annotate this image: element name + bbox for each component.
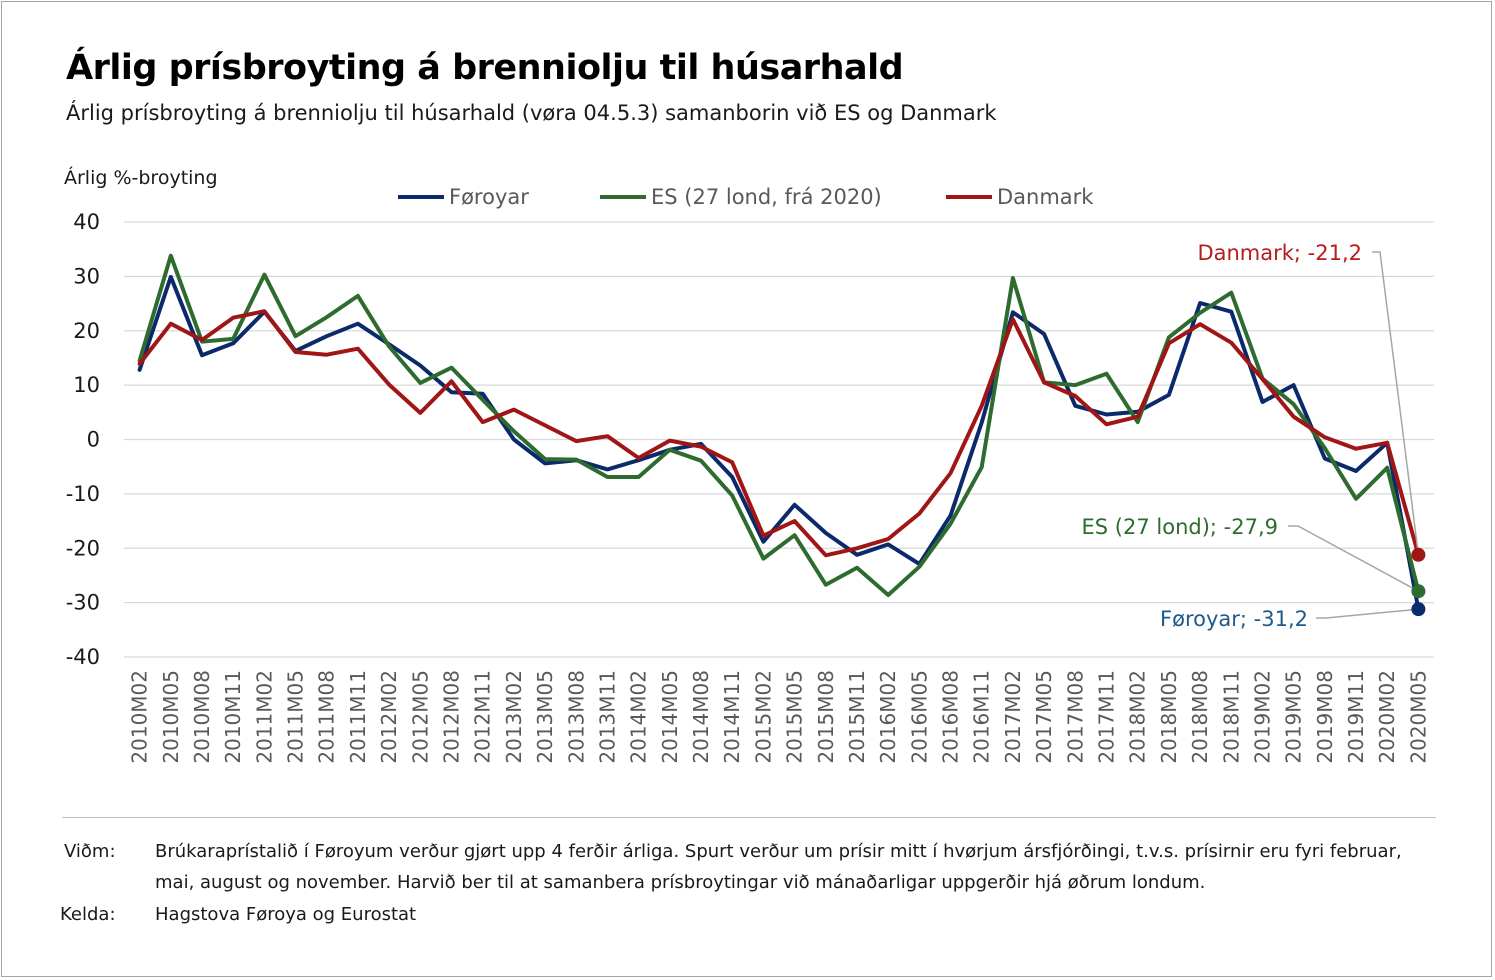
x-tick-label: 2017M08 — [1063, 670, 1087, 764]
annotation-label: ES (27 lond); -27,9 — [1082, 515, 1278, 539]
series-line — [137, 274, 1421, 612]
gridlines — [124, 221, 1434, 658]
x-tick-label: 2012M11 — [471, 670, 495, 764]
annotation-label: Danmark; -21,2 — [1197, 241, 1362, 265]
x-tick-label: 2017M05 — [1032, 670, 1056, 764]
source-label: Kelda: — [60, 904, 116, 925]
x-tick-label: 2011M05 — [284, 670, 308, 764]
x-tick-label: 2013M11 — [595, 670, 619, 764]
annotations: Danmark; -21,2 ES (27 lond); -27,9 Føroyar… — [1082, 241, 1426, 631]
source-text: Hagstova Føroya og Eurostat — [155, 904, 417, 925]
x-tick-label: 2010M02 — [128, 670, 152, 764]
x-tick-label: 2011M02 — [252, 670, 276, 764]
x-tick-label: 2015M02 — [751, 670, 775, 764]
y-axis-label: Árlig %-broyting — [64, 166, 218, 189]
series-line — [137, 253, 1421, 597]
end-point-marker — [1411, 584, 1426, 599]
x-tick-label: 2011M11 — [346, 670, 370, 764]
x-tick-label: 2020M02 — [1375, 670, 1399, 764]
x-tick-label: 2016M05 — [907, 670, 931, 764]
x-axis-ticks: 2010M02 2010M05 2010M08 2010M11 2011M02 2011M… — [128, 670, 1431, 764]
x-tick-label: 2019M02 — [1250, 670, 1274, 764]
y-tick-label: 10 — [73, 373, 100, 397]
annotation-leader — [1316, 608, 1419, 619]
x-tick-label: 2014M05 — [658, 670, 682, 764]
x-tick-label: 2012M08 — [440, 670, 464, 764]
legend: Føroyar ES (27 lond, frá 2020) Danmark — [398, 185, 1094, 209]
y-tick-label: 0 — [87, 428, 100, 452]
x-tick-label: 2016M11 — [970, 670, 994, 764]
chart-subtitle: Árlig prísbroyting á brenniolju til húsa… — [66, 101, 997, 125]
x-tick-label: 2017M11 — [1095, 670, 1119, 764]
annotation-label: Føroyar; -31,2 — [1160, 607, 1308, 631]
x-tick-label: 2013M08 — [564, 670, 588, 764]
annotation-leader — [1372, 251, 1420, 555]
chart-title: Árlig prísbroyting á brenniolju til húsa… — [66, 48, 904, 88]
series-lines — [137, 253, 1421, 612]
x-tick-label: 2018M08 — [1188, 670, 1212, 764]
y-tick-label: -10 — [66, 482, 100, 506]
end-point-marker — [1411, 547, 1426, 562]
footer-divider — [62, 817, 1436, 818]
x-tick-label: 2012M05 — [408, 670, 432, 764]
x-tick-label: 2015M11 — [845, 670, 869, 764]
x-tick-label: 2010M08 — [190, 670, 214, 764]
x-tick-label: 2018M02 — [1126, 670, 1150, 764]
note-label: Viðm: — [64, 841, 116, 862]
x-tick-label: 2019M11 — [1344, 670, 1368, 764]
x-tick-label: 2020M05 — [1406, 670, 1430, 764]
x-tick-label: 2016M08 — [939, 670, 963, 764]
legend-label: Danmark — [997, 185, 1094, 209]
legend-label: ES (27 lond, frá 2020) — [651, 185, 882, 209]
x-tick-label: 2014M11 — [720, 670, 744, 764]
x-tick-label: 2015M05 — [783, 670, 807, 764]
legend-label: Føroyar — [449, 185, 529, 209]
x-tick-label: 2014M02 — [627, 670, 651, 764]
x-tick-label: 2012M02 — [377, 670, 401, 764]
x-tick-label: 2017M02 — [1001, 670, 1025, 764]
x-tick-label: 2010M11 — [221, 670, 245, 764]
y-axis-ticks: -40 -30 -20 -10 0 10 20 30 40 — [66, 210, 100, 669]
x-tick-label: 2013M05 — [533, 670, 557, 764]
note-text: Brúkaraprístalið í Føroyum verður gjørt … — [155, 841, 1402, 893]
y-tick-label: 20 — [73, 319, 100, 343]
y-tick-label: -30 — [66, 591, 100, 615]
x-tick-label: 2014M08 — [689, 670, 713, 764]
y-tick-label: 40 — [73, 210, 100, 234]
x-tick-label: 2018M11 — [1219, 670, 1243, 764]
end-point-marker — [1411, 602, 1426, 617]
y-tick-label: -40 — [66, 645, 100, 669]
x-tick-label: 2010M05 — [159, 670, 183, 764]
y-tick-label: -20 — [66, 536, 100, 560]
x-tick-label: 2019M05 — [1282, 670, 1306, 764]
y-tick-label: 30 — [73, 264, 100, 288]
annotation-leader — [1288, 525, 1419, 592]
x-tick-label: 2015M08 — [814, 670, 838, 764]
x-tick-label: 2016M02 — [876, 670, 900, 764]
x-tick-label: 2011M08 — [315, 670, 339, 764]
series-line — [137, 309, 1421, 558]
x-tick-label: 2019M08 — [1313, 670, 1337, 764]
x-tick-label: 2018M05 — [1157, 670, 1181, 764]
x-tick-label: 2013M02 — [502, 670, 526, 764]
